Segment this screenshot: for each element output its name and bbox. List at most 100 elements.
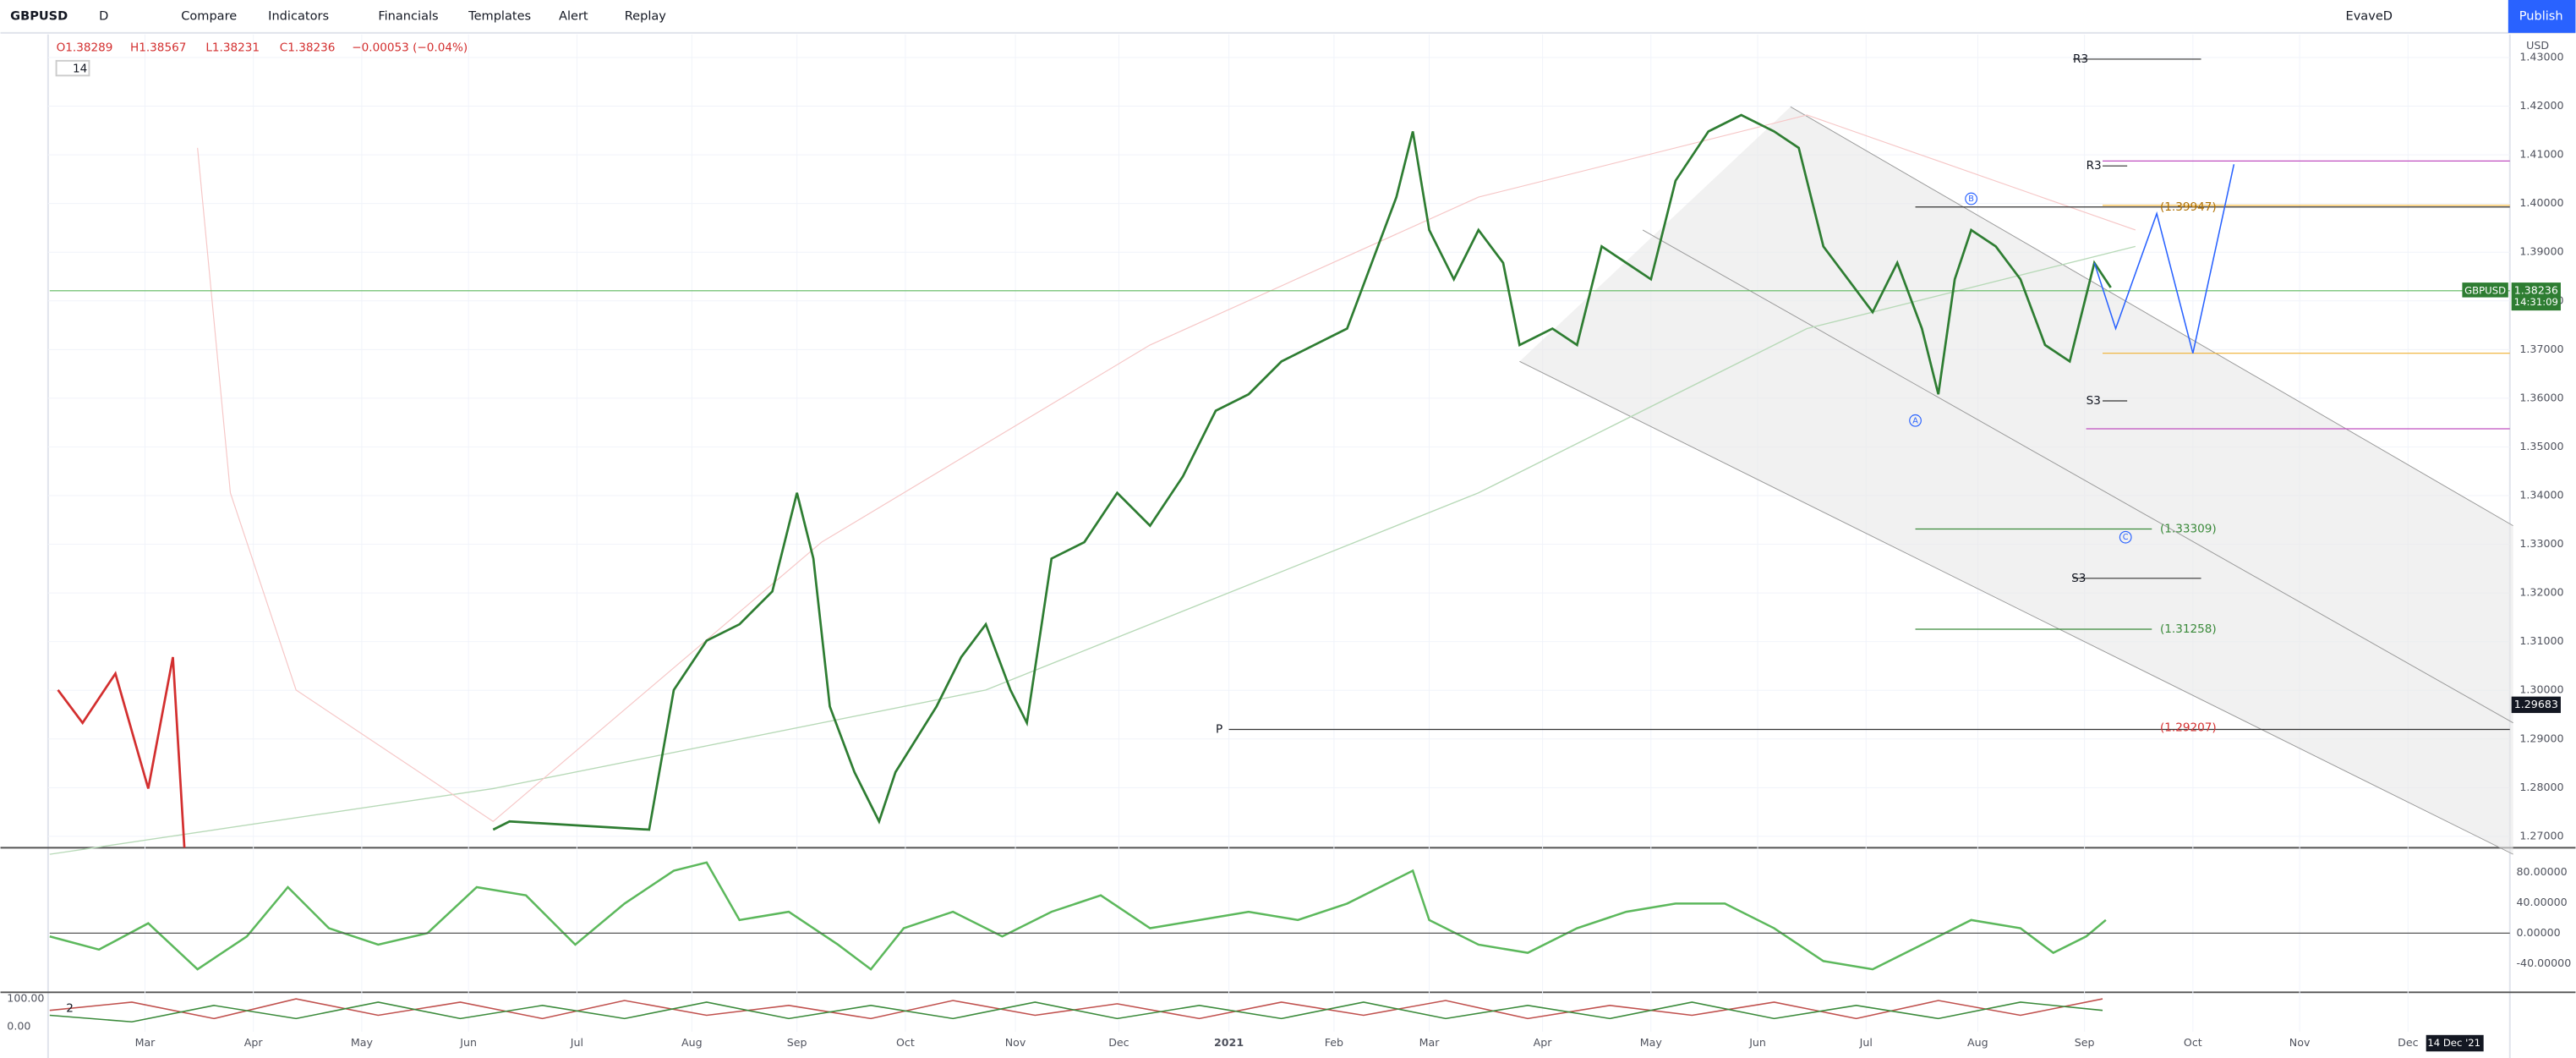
pitchfork-line bbox=[1790, 106, 2513, 527]
time-axis-label: Sep bbox=[787, 1036, 807, 1049]
price-axis-label: 1.40000 bbox=[2519, 196, 2563, 209]
price-axis-label: 1.34000 bbox=[2519, 489, 2563, 502]
price-series bbox=[492, 113, 2112, 831]
toolbar-button[interactable]: Indicators bbox=[268, 8, 329, 23]
oscillator-axis-label: -40.00000 bbox=[2517, 957, 2572, 969]
time-axis-label: Jul bbox=[1859, 1036, 1873, 1049]
wave-label: A bbox=[1912, 416, 1918, 425]
study-badge[interactable] bbox=[55, 59, 90, 77]
pitchfork-band bbox=[1519, 107, 2513, 855]
time-axis-label: Oct bbox=[896, 1036, 915, 1049]
price-axis-label: 1.37000 bbox=[2519, 343, 2563, 355]
lower-axis-label: 0.00 bbox=[7, 1020, 30, 1033]
toolbar bbox=[0, 0, 2576, 33]
time-axis-label: Jun bbox=[459, 1036, 477, 1049]
time-axis-label: Feb bbox=[1325, 1036, 1343, 1049]
legend-close: C1.38236 bbox=[280, 41, 336, 54]
bollinger-band bbox=[197, 114, 2136, 823]
crosshair-date: 14 Dec '21 bbox=[2427, 1037, 2480, 1049]
legend-change: −0.00053 (−0.04%) bbox=[352, 41, 468, 54]
price-axis-label: 1.39000 bbox=[2519, 245, 2563, 258]
projection bbox=[2093, 164, 2235, 354]
lower-study bbox=[49, 998, 2103, 1020]
time-axis-label: May bbox=[1640, 1036, 1663, 1049]
oscillator-axis-label: 0.00000 bbox=[2517, 926, 2561, 939]
lower-study-length: 2 bbox=[66, 1002, 74, 1016]
toolbar-button[interactable]: Compare bbox=[181, 8, 237, 23]
price-axis-label: 1.27000 bbox=[2519, 829, 2563, 841]
price-series bbox=[57, 656, 186, 848]
wave-label: B bbox=[1968, 195, 1974, 204]
oscillator-axis-label: 80.00000 bbox=[2517, 865, 2568, 878]
countdown: 14:31:09 bbox=[2514, 296, 2558, 308]
price-axis-label: 1.35000 bbox=[2519, 440, 2563, 452]
interval[interactable]: D bbox=[99, 8, 108, 23]
crosshair-price: 1.29683 bbox=[2514, 698, 2558, 710]
publish-label[interactable]: Publish bbox=[2519, 8, 2563, 23]
price-axis-label: 1.31000 bbox=[2519, 634, 2563, 647]
currency[interactable]: USD bbox=[2526, 39, 2549, 52]
time-axis-label: May bbox=[351, 1036, 374, 1049]
toolbar-button[interactable]: Alert bbox=[559, 8, 588, 23]
time-axis-label: Mar bbox=[135, 1036, 156, 1049]
wave-marker bbox=[1909, 414, 1922, 427]
time-axis-label: Aug bbox=[1967, 1036, 1988, 1049]
time-axis-label: Oct bbox=[2184, 1036, 2202, 1049]
layout-name[interactable]: EvaveD bbox=[2346, 8, 2393, 23]
price-axis-label: 1.33000 bbox=[2519, 537, 2563, 550]
annotation: S3 bbox=[2087, 394, 2101, 408]
lower-study bbox=[49, 1001, 2103, 1023]
price-axis-label: 1.41000 bbox=[2519, 148, 2563, 161]
moving-average bbox=[49, 245, 2136, 855]
legend-open: O1.38289 bbox=[57, 41, 113, 54]
publish-button[interactable] bbox=[2508, 0, 2576, 33]
time-axis-label: 2021 bbox=[1214, 1036, 1244, 1049]
legend-low: L1.38231 bbox=[205, 41, 260, 54]
price-axis-label: 1.29000 bbox=[2519, 732, 2563, 744]
annotation: R3 bbox=[2073, 52, 2088, 66]
annotation: R3 bbox=[2087, 159, 2102, 173]
wave-label: C bbox=[2123, 533, 2129, 542]
legend-high: H1.38567 bbox=[130, 41, 186, 54]
last-price: 1.38236 bbox=[2514, 283, 2558, 296]
annotation: P bbox=[1216, 722, 1222, 736]
wave-marker bbox=[2119, 530, 2132, 544]
pitchfork-line bbox=[1519, 360, 2513, 855]
price-axis-label: 1.36000 bbox=[2519, 391, 2563, 403]
time-axis-label: Apr bbox=[244, 1036, 264, 1049]
time-axis-label: Nov bbox=[2289, 1036, 2311, 1049]
lower-axis-label: 100.00 bbox=[7, 992, 44, 1005]
annotation: (1.33309) bbox=[2160, 523, 2217, 536]
time-axis-label: Dec bbox=[1108, 1036, 1129, 1049]
price-axis-label: 1.42000 bbox=[2519, 99, 2563, 112]
time-axis-label: Apr bbox=[1534, 1036, 1553, 1049]
time-axis-label: Dec bbox=[2398, 1036, 2418, 1049]
toolbar-button[interactable]: Templates bbox=[468, 8, 531, 23]
annotation: (1.39947) bbox=[2160, 200, 2217, 214]
annotation: (1.31258) bbox=[2160, 622, 2217, 636]
pitchfork-line bbox=[1642, 229, 2513, 724]
symbol[interactable]: GBPUSD bbox=[10, 8, 68, 23]
time-axis-label: Mar bbox=[1419, 1036, 1441, 1049]
symbol-tag bbox=[2462, 282, 2508, 298]
oscillator bbox=[49, 861, 2107, 971]
last-price-tag bbox=[2511, 282, 2561, 311]
crosshair-price-tag bbox=[2511, 696, 2561, 714]
time-axis-label: Jun bbox=[1748, 1036, 1766, 1049]
toolbar-button[interactable]: Financials bbox=[378, 8, 438, 23]
time-axis-label: Sep bbox=[2075, 1036, 2095, 1049]
oscillator-axis-label: 40.00000 bbox=[2517, 896, 2568, 908]
toolbar-button[interactable]: Replay bbox=[625, 8, 667, 23]
time-axis-label: Jul bbox=[570, 1036, 583, 1049]
wave-marker bbox=[1965, 192, 1977, 206]
symbol-tag-label: GBPUSD bbox=[2464, 284, 2506, 296]
time-axis-label: Aug bbox=[681, 1036, 703, 1049]
study-length: 14 bbox=[73, 63, 87, 76]
time-axis-label: Nov bbox=[1005, 1036, 1026, 1049]
price-axis-label: 1.30000 bbox=[2519, 683, 2563, 696]
annotation: S3 bbox=[2071, 572, 2086, 585]
price-axis-label: 1.43000 bbox=[2519, 50, 2563, 63]
annotation: (1.29207) bbox=[2160, 721, 2217, 735]
price-axis-label: 1.28000 bbox=[2519, 781, 2563, 793]
